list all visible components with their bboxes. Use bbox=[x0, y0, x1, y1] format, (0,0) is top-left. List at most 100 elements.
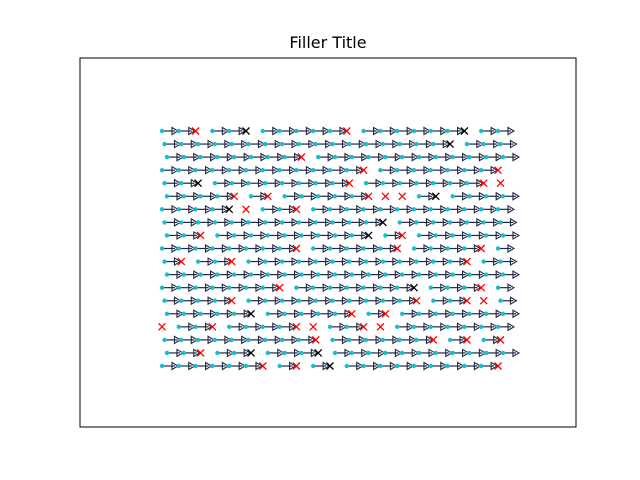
arrow-head bbox=[442, 296, 451, 306]
arrow-head bbox=[495, 270, 504, 280]
arrow-head bbox=[238, 361, 247, 371]
point-dot bbox=[198, 154, 203, 160]
arrow-head bbox=[327, 230, 336, 240]
point-dot bbox=[164, 233, 170, 238]
arrow-head bbox=[409, 335, 417, 345]
arrow-head bbox=[294, 309, 302, 319]
arrow-head bbox=[221, 204, 230, 214]
arrow-head bbox=[358, 217, 367, 227]
arrow-head bbox=[490, 361, 499, 371]
point-dot bbox=[416, 233, 422, 238]
point-dot bbox=[232, 311, 237, 316]
missing-x-mark bbox=[494, 166, 502, 175]
point-dot bbox=[349, 194, 354, 199]
arrow-head bbox=[440, 126, 448, 136]
point-dot bbox=[313, 220, 318, 225]
arrow-head bbox=[344, 230, 353, 240]
arrow-head bbox=[176, 230, 185, 240]
arrow-head bbox=[291, 296, 300, 306]
point-dot bbox=[467, 272, 472, 277]
arrow-head bbox=[272, 283, 280, 293]
arrow-head bbox=[207, 257, 216, 267]
point-dot bbox=[330, 259, 335, 264]
missing-x-mark bbox=[292, 244, 301, 253]
point-dot bbox=[212, 298, 218, 303]
arrow-head bbox=[325, 257, 333, 267]
arrow-head bbox=[294, 152, 302, 162]
point-dot bbox=[344, 246, 349, 251]
point-dot bbox=[349, 350, 354, 356]
point-dot bbox=[246, 141, 251, 147]
arrow-head bbox=[392, 257, 400, 267]
arrow-head bbox=[411, 309, 420, 319]
arrow-head bbox=[291, 178, 300, 188]
arrow-head bbox=[428, 270, 437, 280]
missing-x-mark bbox=[477, 283, 486, 292]
arrow-head bbox=[406, 283, 415, 293]
arrow-head bbox=[478, 191, 487, 201]
point-dot bbox=[416, 272, 422, 277]
arrow-head bbox=[205, 361, 213, 371]
missing-x-mark bbox=[462, 296, 471, 305]
arrow-head bbox=[224, 217, 232, 227]
point-dot bbox=[215, 311, 220, 316]
point-dot bbox=[260, 285, 265, 290]
point-dot bbox=[395, 128, 400, 134]
missing-x-mark bbox=[376, 322, 385, 331]
arrow-head bbox=[409, 257, 417, 267]
arrow-head bbox=[457, 126, 465, 136]
arrow-head bbox=[193, 191, 201, 201]
point-dot bbox=[363, 259, 369, 264]
point-dot bbox=[378, 363, 383, 369]
point-dot bbox=[248, 194, 254, 199]
arrow-head bbox=[344, 309, 353, 319]
missing-x-mark bbox=[247, 348, 255, 357]
arrow-head bbox=[442, 139, 451, 149]
missing-x-mark bbox=[191, 127, 200, 135]
point-dot bbox=[363, 337, 369, 343]
arrow-head bbox=[358, 335, 367, 345]
point-dot bbox=[484, 194, 489, 199]
point-dot bbox=[176, 363, 181, 369]
missing-x-mark bbox=[196, 348, 205, 357]
point-dot bbox=[428, 207, 433, 212]
point-dot bbox=[349, 233, 354, 238]
arrow-head bbox=[507, 244, 516, 253]
point-dot bbox=[193, 167, 198, 173]
arrow-head bbox=[224, 139, 232, 149]
point-dot bbox=[327, 167, 333, 173]
point-dot bbox=[467, 350, 472, 356]
point-dot bbox=[500, 272, 506, 277]
point-dot bbox=[383, 233, 388, 238]
arrow-head bbox=[325, 296, 333, 306]
missing-x-mark bbox=[479, 179, 488, 188]
point-dot bbox=[414, 259, 419, 264]
point-dot bbox=[347, 141, 352, 147]
arrow-head bbox=[308, 139, 316, 149]
arrow-head bbox=[459, 257, 468, 267]
arrow-head bbox=[205, 165, 213, 175]
point-dot bbox=[431, 220, 436, 225]
arrow-head bbox=[205, 322, 213, 332]
arrow-head bbox=[457, 165, 465, 175]
point-dot bbox=[414, 337, 419, 343]
arrow-head bbox=[507, 322, 516, 332]
arrow-head bbox=[442, 257, 451, 267]
arrow-head bbox=[274, 296, 283, 306]
arrow-head bbox=[205, 244, 213, 253]
arrow-head bbox=[440, 361, 448, 371]
missing-x-mark bbox=[462, 257, 471, 266]
arrow-head bbox=[389, 283, 398, 293]
arrow-head bbox=[373, 283, 381, 293]
point-dot bbox=[164, 350, 170, 356]
point-dot bbox=[467, 311, 472, 316]
point-dot bbox=[361, 285, 366, 290]
arrow-head bbox=[322, 126, 331, 136]
arrow-head bbox=[389, 361, 398, 371]
point-dot bbox=[395, 324, 400, 330]
arrow-head bbox=[411, 152, 420, 162]
arrow-head bbox=[493, 217, 501, 227]
arrow-head bbox=[495, 348, 504, 358]
point-dot bbox=[349, 272, 354, 277]
arrow-head bbox=[173, 296, 182, 306]
